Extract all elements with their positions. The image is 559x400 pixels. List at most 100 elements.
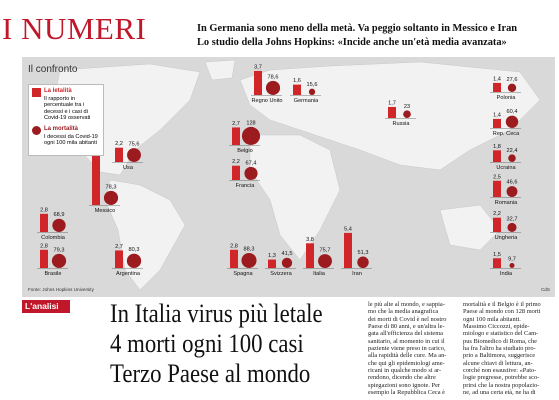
article-line: dei morti di Covid è nel nostro: [368, 315, 447, 323]
bar-value-label: 3,7: [254, 64, 262, 70]
legend-item: La mortalità I decessi da Covid-19 ogni 1…: [32, 125, 100, 147]
bar-value-label: 1,4: [493, 76, 501, 82]
country-label: Italia: [313, 271, 326, 277]
legend-description: I decessi da Covid-19 ogni 100 mila abit…: [44, 133, 98, 147]
country-label: Iran: [352, 271, 362, 277]
legend-swatch: [32, 88, 41, 97]
bubble-value-label: 51,3: [358, 250, 369, 256]
article-line: paziente viene preso in carico,: [368, 345, 446, 353]
legend-name: La letalità: [44, 88, 72, 94]
bubble-value-label: 9,7: [508, 257, 516, 263]
bar-value-label: 2,8: [40, 207, 48, 213]
bubble-value-label: 128: [246, 120, 255, 126]
bubble-value-label: 78,6: [268, 74, 279, 80]
country-label: Russia: [392, 121, 410, 127]
article-line: ricani in qualche modo si ar-: [368, 367, 442, 375]
country-label: Colombia: [41, 235, 66, 241]
legend-item: La letalità Il rapporto in percentuale tr…: [32, 88, 100, 122]
article-line: sanitario, al momento in cui il: [368, 337, 445, 345]
bar-value-label: 1,5: [493, 252, 501, 258]
bar-value-label: 1,4: [493, 112, 501, 118]
legend: La letalità Il rapporto in percentuale tr…: [28, 84, 104, 156]
bar-value-label: 5,4: [344, 226, 352, 232]
bar: [115, 250, 123, 268]
header-line: In Germania sono meno della metà. Va peg…: [197, 23, 518, 34]
bubble: [403, 110, 411, 119]
article-line: prio a Baltimora, suggerisce: [463, 352, 536, 360]
country-label: Ungheria: [495, 235, 519, 241]
article-line: le più alte al mondo, e sappia-: [368, 301, 445, 308]
bar: [232, 165, 240, 180]
bar-value-label: 1,8: [493, 144, 501, 150]
headline: In Italia virus più letale 4 morti ogni 1…: [110, 298, 323, 388]
bubble-value-label: 60,4: [507, 109, 518, 115]
bubble: [318, 254, 332, 268]
bubble-value-label: 88,3: [244, 246, 255, 252]
bubble: [505, 115, 519, 128]
article-line: ha fra l'altro ha studiato pro-: [463, 345, 536, 353]
bar: [230, 249, 238, 268]
bubble-value-label: 68,9: [54, 212, 65, 218]
article-line: rendono, dicendo che altre: [368, 374, 436, 382]
bubble: [506, 186, 518, 197]
bar-value-label: 1,6: [293, 78, 301, 84]
bubble: [127, 148, 141, 163]
article-line: alcune chiavi di lettura, an-: [463, 359, 533, 367]
bubble: [51, 253, 67, 268]
infographic: Il confronto Fonte: Johns Hopkins Univer…: [22, 57, 555, 297]
bubble: [509, 263, 515, 269]
bar: [92, 141, 100, 205]
legend-description: Il rapporto in percentuale tra i decessi…: [44, 95, 91, 122]
country-label: Svizzera: [270, 271, 292, 277]
bubble-value-label: 80,3: [129, 247, 140, 253]
country-label: Spagna: [233, 271, 253, 277]
country-label: Francia: [236, 183, 256, 189]
article-line: miologo e statistico del Cam-: [463, 330, 539, 338]
country-label: Argentina: [116, 271, 141, 277]
bubble: [508, 154, 516, 163]
bubble: [52, 218, 66, 232]
bar: [493, 217, 501, 232]
credit: CdS: [541, 287, 550, 292]
legend-swatch: [32, 125, 41, 135]
article-line: Paese di 80 anni, e un'altra le-: [368, 323, 445, 331]
article-line: prirsi che la nostra popolazio-: [463, 381, 540, 389]
bar-value-label: 1,7: [388, 100, 396, 106]
article-line: che qui gli epidemiologi ame-: [368, 359, 445, 367]
bubble-value-label: 15,6: [307, 82, 318, 88]
header-line: Lo studio della Johns Hopkins: «Incide a…: [197, 37, 507, 48]
bubble-value-label: 27,6: [507, 77, 518, 83]
legend-text: La letalità Il rapporto in percentuale tr…: [44, 88, 100, 122]
country-label: Rep. Ceca: [493, 131, 520, 137]
country-label: Brasile: [44, 271, 61, 277]
bar: [344, 232, 352, 268]
article-line: alla rapidità delle cure. Ma an-: [368, 352, 447, 360]
bubble-value-label: 23: [404, 104, 410, 110]
bar: [232, 127, 240, 145]
bar-value-label: 2,2: [232, 159, 240, 165]
country-label: Usa: [123, 165, 134, 171]
bubble-value-label: 41,5: [282, 251, 293, 257]
article-line: Massimo Ciccozzi, epide-: [463, 323, 530, 331]
article-line: esempio la Repubblica Ceca è: [368, 389, 446, 397]
bar-value-label: 3,8: [306, 237, 314, 243]
bar: [40, 213, 48, 232]
bar: [493, 118, 501, 128]
country-label: Polonia: [497, 95, 517, 101]
bar-value-label: 2,8: [40, 243, 48, 249]
article-column: le più alte al mondo, e sappia-mo che la…: [368, 301, 460, 396]
article-column: mortalità e il Belgio è il primo Paese al…: [463, 301, 555, 396]
bubble-value-label: 32,7: [507, 216, 518, 222]
bubble: [103, 190, 119, 205]
bar: [40, 249, 48, 268]
article-line: corché non esaustive: «Pato-: [463, 367, 537, 375]
article-line: spiegazioni sono ignote. Per: [368, 381, 441, 389]
kicker: I NUMERI: [2, 11, 147, 46]
bar: [293, 84, 301, 95]
bubble: [281, 257, 293, 269]
bubble: [241, 252, 257, 268]
legend-name: La mortalità: [44, 125, 79, 132]
article-line: Paese al mondo con 128 morti: [463, 308, 541, 316]
bar-value-label: 2,8: [230, 243, 238, 249]
